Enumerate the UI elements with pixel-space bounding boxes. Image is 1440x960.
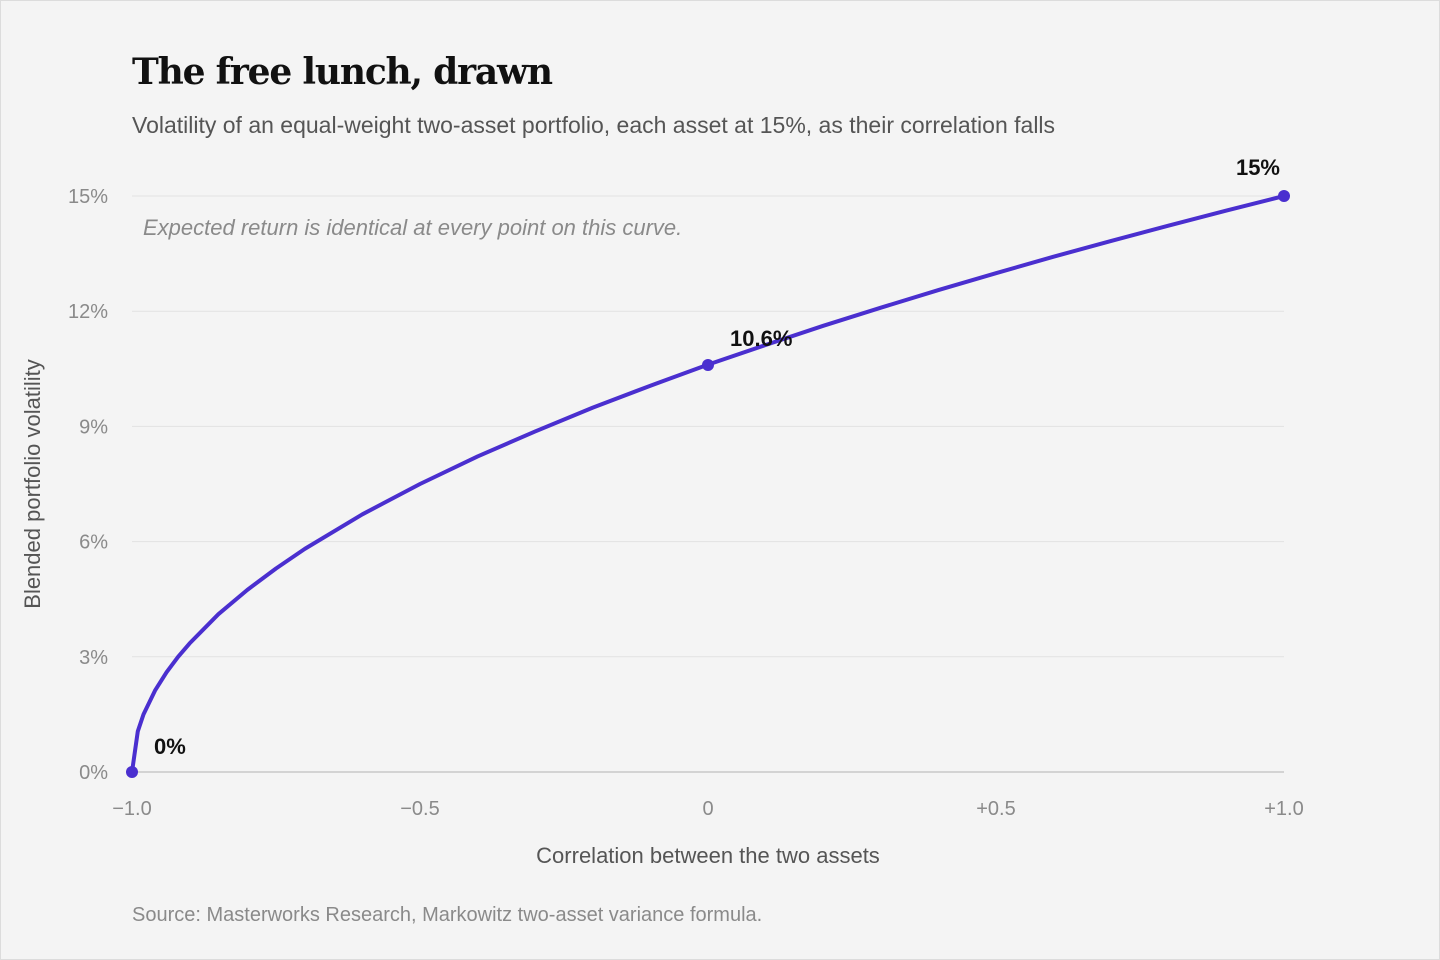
x-tick-label: −0.5 — [400, 798, 439, 820]
y-axis-title: Blended portfolio volatility — [20, 359, 45, 608]
x-tick-label: −1.0 — [112, 798, 151, 820]
y-tick-label: 9% — [79, 416, 108, 438]
highlight-point-label: 0% — [154, 734, 186, 759]
x-axis-title: Correlation between the two assets — [536, 843, 880, 868]
curve-annotation: Expected return is identical at every po… — [143, 215, 682, 240]
y-tick-label: 3% — [79, 647, 108, 669]
y-tick-label: 6% — [79, 532, 108, 554]
highlight-point-marker — [702, 358, 714, 371]
highlight-point-label: 15% — [1236, 155, 1280, 180]
source-note: Source: Masterworks Research, Markowitz … — [132, 904, 763, 926]
y-tick-label: 15% — [68, 186, 108, 208]
chart-title: The free lunch, drawn — [132, 51, 553, 93]
highlight-point-marker — [1278, 190, 1290, 202]
highlight-point-label: 10.6% — [730, 326, 792, 351]
x-tick-label: 0 — [702, 798, 713, 820]
y-tick-label: 12% — [68, 301, 108, 323]
x-tick-label: +0.5 — [976, 798, 1015, 820]
x-axis-tick-labels: −1.0 −0.5 0 +0.5 +1.0 — [112, 798, 1303, 820]
y-axis-tick-labels: 0% 3% 6% 9% 12% 15% — [68, 186, 108, 784]
grid-lines — [132, 195, 1284, 773]
volatility-curve — [130, 194, 1286, 774]
y-tick-label: 0% — [79, 762, 108, 784]
x-tick-label: +1.0 — [1264, 798, 1303, 820]
highlighted-points: 0% 10.6% 15% — [126, 155, 1290, 778]
highlight-point-marker — [126, 766, 138, 778]
chart-subtitle: Volatility of an equal-weight two-asset … — [132, 112, 1056, 138]
